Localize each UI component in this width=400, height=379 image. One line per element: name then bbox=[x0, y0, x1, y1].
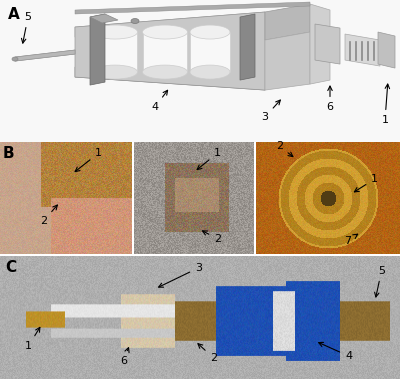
Text: 4: 4 bbox=[152, 90, 168, 112]
Text: 3: 3 bbox=[262, 100, 280, 122]
Polygon shape bbox=[378, 32, 395, 68]
Ellipse shape bbox=[142, 25, 188, 39]
Polygon shape bbox=[345, 34, 380, 66]
Text: 1: 1 bbox=[197, 148, 221, 169]
Text: 6: 6 bbox=[326, 86, 334, 112]
Text: B: B bbox=[3, 146, 15, 161]
Ellipse shape bbox=[12, 57, 18, 61]
Text: 2: 2 bbox=[202, 231, 221, 244]
Polygon shape bbox=[310, 4, 330, 84]
Polygon shape bbox=[265, 32, 310, 90]
Text: 6: 6 bbox=[120, 348, 129, 366]
Text: 7: 7 bbox=[344, 234, 358, 246]
Text: 1: 1 bbox=[25, 327, 40, 351]
Ellipse shape bbox=[92, 65, 138, 79]
Polygon shape bbox=[315, 24, 340, 64]
Polygon shape bbox=[15, 50, 75, 61]
Polygon shape bbox=[93, 32, 137, 72]
Polygon shape bbox=[240, 14, 255, 80]
Text: 1: 1 bbox=[382, 84, 390, 125]
Polygon shape bbox=[75, 2, 310, 14]
Polygon shape bbox=[143, 32, 187, 72]
Text: 5: 5 bbox=[22, 12, 32, 43]
Polygon shape bbox=[75, 67, 265, 90]
Text: A: A bbox=[8, 7, 20, 22]
Text: 2: 2 bbox=[40, 205, 57, 226]
Ellipse shape bbox=[190, 65, 230, 79]
Polygon shape bbox=[75, 12, 265, 90]
Text: 4: 4 bbox=[319, 342, 352, 361]
Ellipse shape bbox=[131, 19, 139, 23]
Ellipse shape bbox=[142, 65, 188, 79]
Text: 5: 5 bbox=[375, 266, 385, 297]
Polygon shape bbox=[75, 12, 265, 37]
Ellipse shape bbox=[92, 25, 138, 39]
Polygon shape bbox=[90, 14, 105, 85]
Text: C: C bbox=[5, 260, 16, 275]
Polygon shape bbox=[90, 14, 118, 23]
Text: 2: 2 bbox=[198, 344, 217, 363]
Ellipse shape bbox=[190, 25, 230, 39]
Text: 1: 1 bbox=[75, 148, 102, 172]
Polygon shape bbox=[15, 50, 75, 61]
Text: 3: 3 bbox=[159, 263, 202, 287]
Polygon shape bbox=[265, 4, 310, 40]
Text: 1: 1 bbox=[354, 174, 378, 192]
Text: 2: 2 bbox=[276, 141, 293, 157]
Polygon shape bbox=[190, 32, 230, 72]
